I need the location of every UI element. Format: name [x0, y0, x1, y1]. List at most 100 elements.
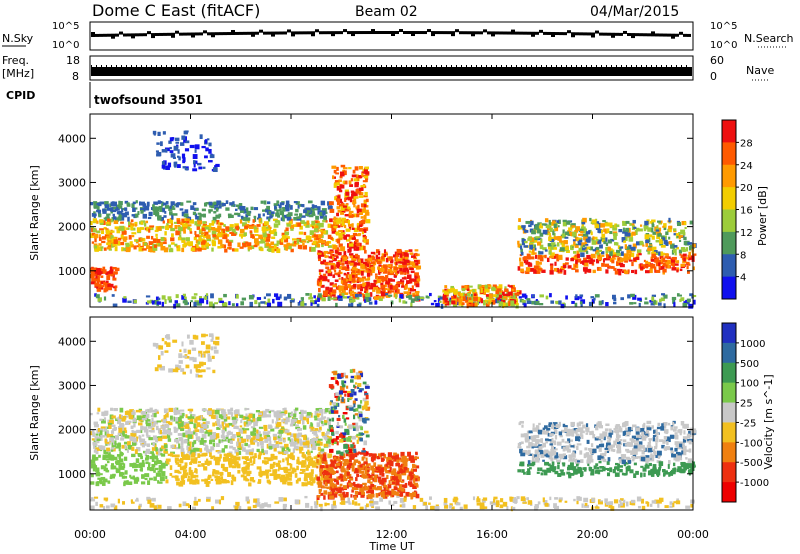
backscatter-cell [358, 246, 361, 251]
backscatter-cell [318, 451, 321, 455]
backscatter-cell [319, 283, 322, 287]
backscatter-cell [466, 288, 470, 291]
backscatter-cell [348, 243, 354, 247]
backscatter-cell [364, 171, 370, 175]
backscatter-cell [240, 215, 244, 219]
backscatter-cell [553, 244, 557, 247]
nave-tick [366, 65, 367, 67]
backscatter-cell [302, 425, 307, 430]
backscatter-cell [154, 408, 157, 412]
backscatter-cell [350, 463, 355, 469]
backscatter-cell [163, 215, 167, 218]
backscatter-cell [156, 142, 160, 145]
backscatter-cell [214, 228, 220, 233]
backscatter-cell [262, 234, 268, 238]
backscatter-cell [277, 435, 281, 439]
backscatter-cell [598, 300, 603, 306]
backscatter-cell [287, 454, 293, 459]
backscatter-cell [216, 233, 222, 237]
backscatter-cell [320, 252, 325, 257]
backscatter-cell [644, 301, 649, 305]
backscatter-cell [218, 205, 222, 209]
backscatter-cell [117, 217, 122, 220]
backscatter-cell [164, 231, 167, 236]
backscatter-cell [108, 422, 113, 426]
backscatter-cell [310, 443, 313, 448]
backscatter-cell [138, 410, 143, 413]
backscatter-cell [605, 250, 609, 256]
backscatter-cell [156, 448, 162, 453]
colorbar-segment [722, 120, 736, 143]
backscatter-cell [479, 299, 483, 303]
backscatter-cell [148, 425, 153, 429]
backscatter-cell [184, 209, 189, 214]
backscatter-cell [597, 222, 601, 228]
backscatter-cell [242, 468, 247, 473]
backscatter-cell [101, 482, 106, 486]
backscatter-cell [320, 284, 325, 288]
backscatter-cell [310, 457, 314, 463]
backscatter-cell [655, 261, 661, 267]
noise-bar [223, 32, 227, 36]
backscatter-cell [142, 438, 146, 444]
backscatter-cell [338, 475, 344, 479]
noise-bar [655, 33, 659, 37]
nave-tick [571, 65, 572, 67]
noise-bar [519, 31, 523, 35]
backscatter-cell [344, 472, 347, 477]
backscatter-cell [548, 236, 552, 242]
backscatter-cell [407, 287, 411, 292]
backscatter-cell [316, 303, 320, 308]
backscatter-cell [96, 204, 99, 210]
backscatter-cell [288, 245, 292, 250]
backscatter-cell [364, 166, 369, 170]
backscatter-cell [250, 463, 254, 466]
backscatter-cell [193, 474, 199, 478]
backscatter-cell [111, 463, 115, 466]
backscatter-cell [327, 223, 332, 228]
backscatter-cell [164, 299, 167, 304]
backscatter-cell [325, 286, 330, 291]
backscatter-cell [106, 283, 112, 288]
nave-tick [491, 65, 492, 67]
backscatter-cell [212, 167, 218, 173]
backscatter-cell [337, 274, 341, 278]
backscatter-cell [378, 298, 383, 302]
backscatter-cell [373, 296, 379, 300]
backscatter-cell [286, 223, 291, 227]
backscatter-cell [554, 253, 559, 259]
backscatter-cell [258, 479, 262, 483]
backscatter-cell [140, 208, 145, 211]
backscatter-cell [94, 436, 99, 442]
backscatter-cell [372, 289, 376, 292]
backscatter-cell [414, 290, 420, 294]
backscatter-cell [360, 216, 364, 219]
backscatter-cell [182, 413, 185, 417]
backscatter-cell [399, 253, 403, 258]
backscatter-cell [111, 209, 117, 213]
backscatter-cell [121, 247, 124, 252]
backscatter-cell [247, 444, 251, 448]
backscatter-cell [114, 267, 120, 272]
backscatter-cell [348, 226, 352, 230]
backscatter-cell [624, 260, 628, 263]
backscatter-cell [580, 299, 586, 304]
backscatter-cell [146, 443, 151, 447]
backscatter-cell [157, 201, 163, 204]
backscatter-cell [168, 225, 172, 228]
noise-bar [287, 29, 291, 33]
backscatter-cell [544, 254, 547, 259]
nave-tick [376, 65, 377, 67]
backscatter-cell [307, 482, 311, 485]
nave-tick [446, 65, 447, 67]
backscatter-cell [188, 471, 194, 476]
backscatter-cell [596, 252, 600, 256]
backscatter-cell [283, 246, 287, 251]
backscatter-cell [378, 250, 381, 256]
backscatter-cell [556, 220, 559, 224]
backscatter-cell [124, 445, 127, 450]
backscatter-cell [364, 265, 367, 269]
backscatter-cell [354, 253, 359, 258]
backscatter-cell [674, 252, 677, 256]
power-y-axis-label: Slant Range [km] [28, 165, 41, 261]
